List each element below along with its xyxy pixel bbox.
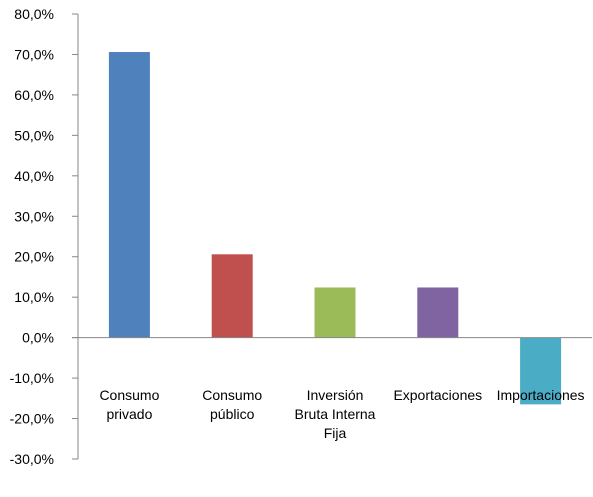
bar (417, 287, 459, 338)
y-tick-label: 0,0% (22, 330, 54, 346)
y-tick-label: -10,0% (10, 370, 54, 386)
y-tick-label: 50,0% (14, 127, 54, 143)
category-label-line: privado (106, 406, 152, 422)
y-tick-label: 30,0% (14, 208, 54, 224)
bar (314, 287, 356, 338)
y-tick-label: 40,0% (14, 168, 54, 184)
category-label-line: Consumo (202, 387, 262, 403)
bar (211, 254, 253, 338)
category-label-line: público (210, 406, 255, 422)
bar (520, 337, 562, 405)
y-tick-label: 20,0% (14, 249, 54, 265)
y-tick-label: 60,0% (14, 87, 54, 103)
bar (108, 52, 150, 338)
category-label-line: Importaciones (497, 387, 585, 403)
category-label: Consumo privado (99, 387, 159, 422)
category-label: Inversión Bruta Interna Fija (295, 387, 376, 441)
category-label: Importaciones (497, 387, 585, 403)
y-tick-label: -30,0% (10, 451, 54, 467)
category-label-line: Inversión (307, 387, 364, 403)
category-label-line: Exportaciones (393, 387, 482, 403)
y-tick-label: 10,0% (14, 289, 54, 305)
category-label-line: Consumo (99, 387, 159, 403)
category-label-line: Fija (324, 425, 347, 441)
y-tick-label: 80,0% (14, 6, 54, 22)
category-label: Consumo público (202, 387, 262, 422)
y-tick-label: -20,0% (10, 411, 54, 427)
category-label: Exportaciones (393, 387, 482, 403)
category-label-line: Bruta Interna (295, 406, 376, 422)
y-tick-label: 70,0% (14, 46, 54, 62)
